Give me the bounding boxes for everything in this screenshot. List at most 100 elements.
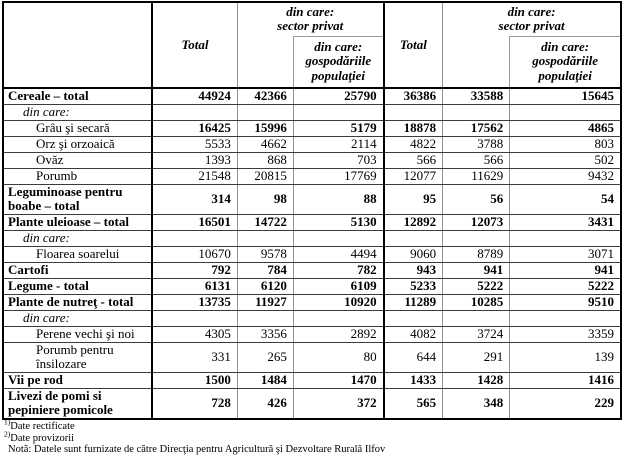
value-cell: 8789	[442, 245, 511, 263]
table-row: Cartofi 792 784 782 943 941 941	[2, 261, 622, 279]
value-cell: 4662	[236, 135, 294, 153]
value-cell	[292, 103, 385, 121]
value-cell: 15645	[509, 87, 622, 105]
row-label: Leguminoase pentru boabe – total	[2, 183, 154, 215]
value-cell	[292, 309, 385, 327]
value-cell: 3724	[442, 325, 511, 343]
header-total-2: Total	[383, 1, 444, 89]
value-cell: 20815	[236, 167, 294, 185]
row-label: Plante de nutreţ - total	[2, 293, 154, 311]
table-row: Perene vechi şi noi 4305 3356 2892 4082 …	[2, 325, 622, 343]
value-cell: 941	[442, 261, 511, 279]
value-cell: 4494	[292, 245, 385, 263]
value-cell: 5179	[292, 119, 385, 137]
value-cell: 80	[292, 341, 385, 373]
value-cell: 943	[383, 261, 444, 279]
table-row: Legume - total 6131 6120 6109 5233 5222 …	[2, 277, 622, 295]
value-cell: 15996	[236, 119, 294, 137]
value-cell: 229	[509, 387, 622, 420]
value-cell	[292, 229, 385, 247]
value-cell: 782	[292, 261, 385, 279]
value-cell: 348	[442, 387, 511, 420]
footnote-text-2: Date provizorii	[10, 432, 75, 444]
crop-area-statistics-table: Total din care: sector privat Total din …	[2, 1, 622, 420]
table-row: Porumb pentru însilozare 331 265 80 644 …	[2, 341, 622, 373]
value-cell: 10670	[151, 245, 238, 263]
value-cell: 88	[292, 183, 385, 215]
value-cell	[442, 103, 511, 121]
header-filler-1	[236, 36, 294, 89]
value-cell: 56	[442, 183, 511, 215]
value-cell	[236, 103, 294, 121]
value-cell: 3788	[442, 135, 511, 153]
value-cell: 11289	[383, 293, 444, 311]
table-row: Orz şi orzoaică 5533 4662 2114 4822 3788…	[2, 135, 622, 153]
row-label: Plante uleioase – total	[2, 213, 154, 231]
footnote-2: 2)Date provizorii	[4, 430, 622, 445]
value-cell: 16501	[151, 213, 238, 231]
value-cell: 6131	[151, 277, 238, 295]
value-cell: 4822	[383, 135, 444, 153]
value-cell: 17562	[442, 119, 511, 137]
table-row: Livezi de pomi si pepiniere pomicole 728…	[2, 387, 622, 420]
value-cell	[509, 309, 622, 327]
value-cell	[509, 103, 622, 121]
value-cell	[383, 309, 444, 327]
value-cell: 95	[383, 183, 444, 215]
header-filler-2	[442, 36, 510, 89]
value-cell: 1484	[236, 371, 294, 389]
row-label: Vii pe rod	[2, 371, 154, 389]
value-cell: 13735	[151, 293, 238, 311]
value-cell: 644	[383, 341, 444, 373]
value-cell: 502	[509, 151, 622, 169]
value-cell: 5222	[442, 277, 511, 295]
value-cell: 784	[236, 261, 294, 279]
value-cell: 1393	[151, 151, 238, 169]
value-cell: 4305	[151, 325, 238, 343]
header-row-sub: din care: gospodăriile populaţiei din ca…	[3, 35, 622, 89]
value-cell: 868	[236, 151, 294, 169]
row-label: Grâu şi secară	[2, 119, 154, 137]
footnote-marker-1: 1)	[4, 417, 11, 427]
header-private-sector-2: din care: sector privat	[442, 1, 622, 36]
table-body: Cereale – total 44924 42366 25790 36386 …	[2, 87, 622, 420]
value-cell: 3359	[509, 325, 622, 343]
footnotes: 1)Date rectificate 2)Date provizorii Not…	[2, 417, 622, 456]
value-cell	[442, 309, 511, 327]
row-label: Legume - total	[2, 277, 154, 295]
value-cell: 372	[292, 387, 385, 420]
value-cell: 9510	[509, 293, 622, 311]
value-cell: 265	[236, 341, 294, 373]
value-cell: 6109	[292, 277, 385, 295]
row-label: Cartofi	[2, 261, 154, 279]
header-total-1: Total	[151, 1, 238, 89]
value-cell: 2114	[292, 135, 385, 153]
header-private-sector-1: din care: sector privat	[236, 1, 385, 36]
value-cell: 4082	[383, 325, 444, 343]
value-cell: 11629	[442, 167, 511, 185]
table-row: Vii pe rod 1500 1484 1470 1433 1428 1416	[2, 371, 622, 389]
footnote-text-1: Date rectificate	[10, 420, 75, 432]
value-cell: 17769	[292, 167, 385, 185]
value-cell: 1428	[442, 371, 511, 389]
value-cell: 2892	[292, 325, 385, 343]
value-cell: 314	[151, 183, 238, 215]
value-cell: 3431	[509, 213, 622, 231]
row-label: Perene vechi şi noi	[2, 325, 154, 343]
value-cell: 9578	[236, 245, 294, 263]
table-row: din care:	[2, 103, 622, 121]
value-cell	[236, 229, 294, 247]
value-cell: 12073	[442, 213, 511, 231]
value-cell	[151, 309, 238, 327]
table-row: din care:	[2, 229, 622, 247]
row-label: Porumb pentru însilozare	[2, 341, 154, 373]
value-cell: 16425	[151, 119, 238, 137]
table-row: Cereale – total 44924 42366 25790 36386 …	[2, 87, 622, 105]
table-row: Plante de nutreţ - total 13735 11927 109…	[2, 293, 622, 311]
note-line: Notă: Datele sunt furnizate de către Dir…	[8, 444, 386, 456]
value-cell: 44924	[151, 87, 238, 105]
row-label: Livezi de pomi si pepiniere pomicole	[2, 387, 154, 420]
table-row: Plante uleioase – total 16501 14722 5130…	[2, 213, 622, 231]
header-row-top: Total din care: sector privat Total din …	[2, 1, 622, 89]
row-label: Orz şi orzoaică	[2, 135, 154, 153]
